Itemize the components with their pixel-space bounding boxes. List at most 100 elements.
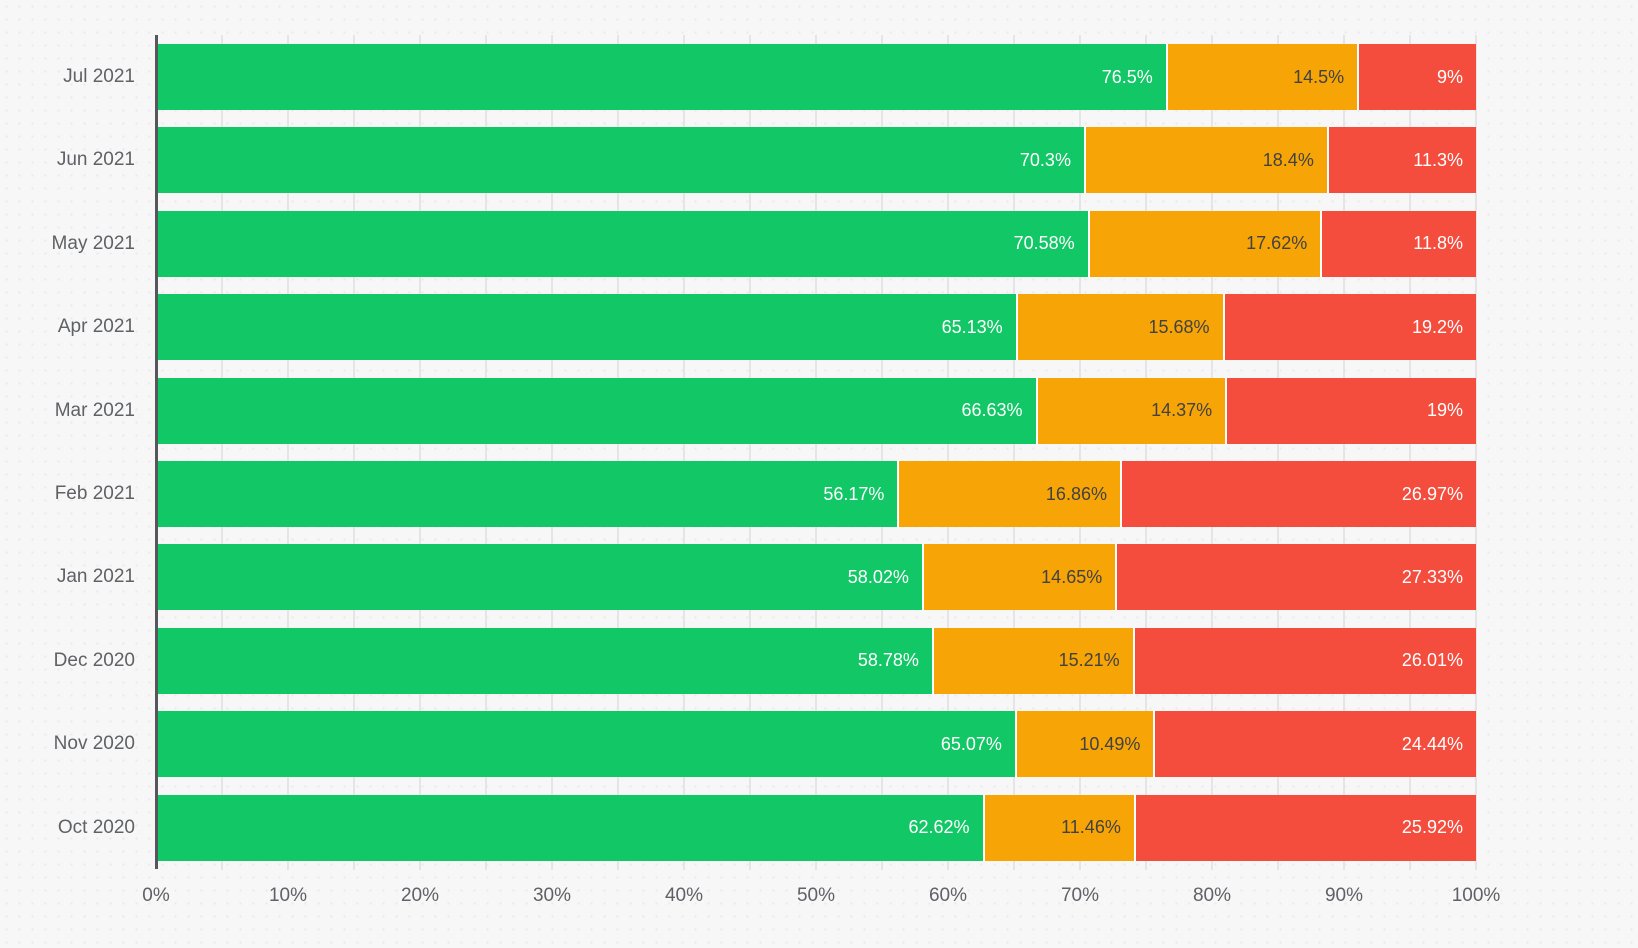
segment-value-label: 19%	[1426, 400, 1463, 421]
segment-value-label: 15.21%	[1058, 650, 1120, 671]
segment-value-label: 25.92%	[1401, 817, 1463, 838]
segment-value-label: 65.13%	[941, 316, 1003, 337]
segment-value-label: 16.86%	[1045, 483, 1107, 504]
bar-segment-red[interactable]: 25.92%	[1133, 794, 1476, 861]
bar-segment-amber[interactable]: 16.86%	[897, 461, 1120, 527]
gridline	[617, 35, 619, 870]
bar-segment-red[interactable]: 24.44%	[1153, 711, 1476, 778]
x-tick-label: 80%	[1192, 885, 1232, 906]
category-label: Jul 2021	[63, 66, 135, 87]
segment-value-label: 11.8%	[1413, 233, 1463, 254]
gridline	[485, 35, 487, 870]
x-tick-label: 40%	[664, 885, 704, 906]
bar-row: 62.62% 11.46% 25.92%	[156, 794, 1476, 861]
gridline	[881, 35, 883, 870]
category-label: Nov 2020	[53, 733, 135, 755]
category-label: Jun 2021	[56, 149, 135, 171]
segment-value-label: 27.33%	[1401, 566, 1463, 587]
bar-row: 65.07% 10.49% 24.44%	[156, 711, 1476, 778]
category-label: Feb 2021	[54, 483, 135, 504]
bar-segment-amber[interactable]: 10.49%	[1014, 711, 1154, 778]
segment-value-label: 15.68%	[1148, 316, 1210, 337]
bar-segment-green[interactable]: 56.17%	[156, 461, 898, 527]
bar-segment-amber[interactable]: 14.37%	[1035, 377, 1226, 444]
segment-value-label: 11.46%	[1061, 817, 1121, 838]
bar-segment-green[interactable]: 70.58%	[156, 210, 1088, 277]
bar-segment-red[interactable]: 26.01%	[1132, 627, 1476, 694]
bar-row: 70.3% 18.4% 11.3%	[156, 127, 1476, 194]
segment-value-label: 26.97%	[1401, 483, 1463, 504]
bar-segment-amber[interactable]: 14.65%	[921, 544, 1116, 611]
gridline	[1409, 35, 1411, 870]
bar-segment-green[interactable]: 58.02%	[156, 544, 922, 611]
category-label: Mar 2021	[54, 399, 135, 421]
bar-row: 58.78% 15.21% 26.01%	[156, 627, 1476, 694]
bar-segment-amber[interactable]: 15.21%	[931, 627, 1133, 694]
gridline	[683, 35, 685, 870]
bar-segment-green[interactable]: 62.62%	[156, 794, 983, 861]
bar-segment-amber[interactable]: 15.68%	[1015, 294, 1223, 361]
bar-segment-red[interactable]: 27.33%	[1115, 544, 1476, 611]
gridline	[353, 35, 355, 870]
segment-value-label: 17.62%	[1246, 233, 1308, 254]
bar-segment-amber[interactable]: 11.46%	[982, 794, 1134, 861]
category-label: May 2021	[51, 232, 135, 254]
bar-segment-red[interactable]: 11.8%	[1320, 210, 1476, 277]
gridline	[1475, 35, 1477, 870]
segment-value-label: 76.5%	[1101, 66, 1153, 87]
x-tick-label: 90%	[1324, 885, 1364, 906]
gridline	[1145, 35, 1147, 870]
x-tick-label: 100%	[1451, 885, 1501, 906]
gridline	[551, 35, 553, 870]
bar-segment-red[interactable]: 9%	[1357, 44, 1476, 110]
segment-value-label: 14.65%	[1041, 566, 1103, 587]
bar-segment-green[interactable]: 70.3%	[156, 127, 1084, 194]
bar-row: 56.17% 16.86% 26.97%	[156, 461, 1476, 527]
bar-row: 70.58% 17.62% 11.8%	[156, 210, 1476, 277]
bar-segment-red[interactable]: 26.97%	[1119, 461, 1476, 527]
segment-value-label: 14.37%	[1151, 400, 1213, 421]
gridline	[1343, 35, 1345, 870]
bar-segment-green[interactable]: 66.63%	[156, 377, 1036, 444]
category-label: Dec 2020	[53, 649, 135, 671]
gridline	[1211, 35, 1213, 870]
bar-row: 58.02% 14.65% 27.33%	[156, 544, 1476, 611]
bar-segment-green[interactable]: 65.07%	[156, 711, 1015, 778]
x-tick-label: 0%	[142, 885, 170, 906]
segment-value-label: 18.4%	[1262, 149, 1314, 170]
gridline	[419, 35, 421, 870]
segment-value-label: 11.3%	[1413, 149, 1463, 170]
bar-segment-red[interactable]: 11.3%	[1326, 127, 1476, 194]
segment-value-label: 70.58%	[1013, 233, 1075, 254]
category-label: Jan 2021	[56, 566, 135, 588]
bar-segment-amber[interactable]: 17.62%	[1087, 210, 1321, 277]
gridline	[1013, 35, 1015, 870]
segment-value-label: 9%	[1436, 66, 1463, 87]
segment-value-label: 26.01%	[1401, 650, 1463, 671]
segment-value-label: 24.44%	[1401, 733, 1463, 754]
gridline	[947, 35, 949, 870]
category-label: Oct 2020	[57, 816, 135, 838]
bar-row: 76.5% 14.5% 9%	[156, 44, 1476, 110]
bar-row: 66.63% 14.37% 19%	[156, 377, 1476, 444]
bar-segment-amber[interactable]: 14.5%	[1165, 44, 1358, 110]
gridline	[287, 35, 289, 870]
bar-segment-green[interactable]: 65.13%	[156, 294, 1016, 361]
x-tick-label: 60%	[928, 885, 968, 906]
gridline	[221, 35, 223, 870]
segment-value-label: 62.62%	[908, 817, 970, 838]
segment-value-label: 58.02%	[847, 566, 909, 587]
segment-value-label: 56.17%	[823, 483, 885, 504]
bar-segment-amber[interactable]: 18.4%	[1083, 127, 1327, 194]
bar-segment-green[interactable]: 58.78%	[156, 627, 932, 694]
segment-value-label: 66.63%	[961, 400, 1023, 421]
x-tick-label: 10%	[268, 885, 308, 906]
bar-segment-red[interactable]: 19.2%	[1222, 294, 1476, 361]
category-label: Apr 2021	[57, 316, 135, 338]
bar-segment-red[interactable]: 19%	[1225, 377, 1476, 444]
segment-value-label: 70.3%	[1019, 149, 1071, 170]
bar-segment-green[interactable]: 76.5%	[156, 44, 1166, 110]
segment-value-label: 65.07%	[940, 733, 1002, 754]
gridline	[815, 35, 817, 870]
